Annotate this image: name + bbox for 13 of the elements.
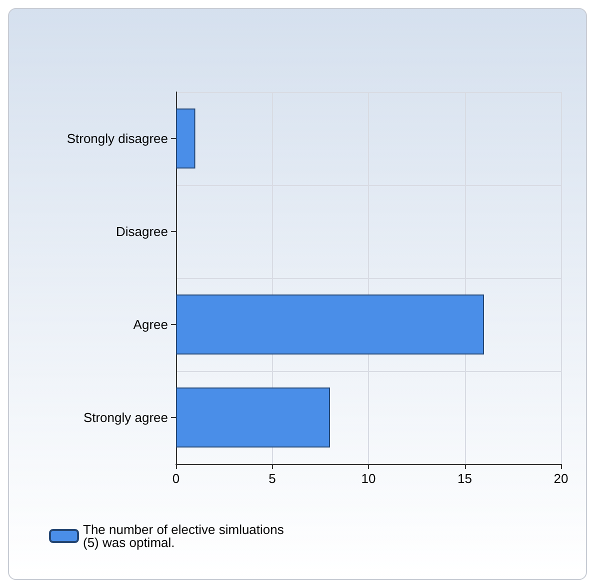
legend-label: The number of elective simluations (5) was optimal. [83,522,288,550]
x-tick-label: 15 [458,471,472,486]
bar [176,294,484,354]
y-tick-label: Disagree [116,224,168,239]
y-tick-label: Strongly agree [83,410,168,425]
x-tick-label: 0 [172,471,180,486]
x-tick-label: 5 [268,471,276,486]
x-tick-label: 10 [361,471,376,486]
x-tick-label: 20 [554,471,568,486]
bar [176,388,330,448]
y-tick-label: Strongly disagree [66,131,168,146]
y-tick-label: Agree [133,317,168,332]
bar [176,108,196,168]
